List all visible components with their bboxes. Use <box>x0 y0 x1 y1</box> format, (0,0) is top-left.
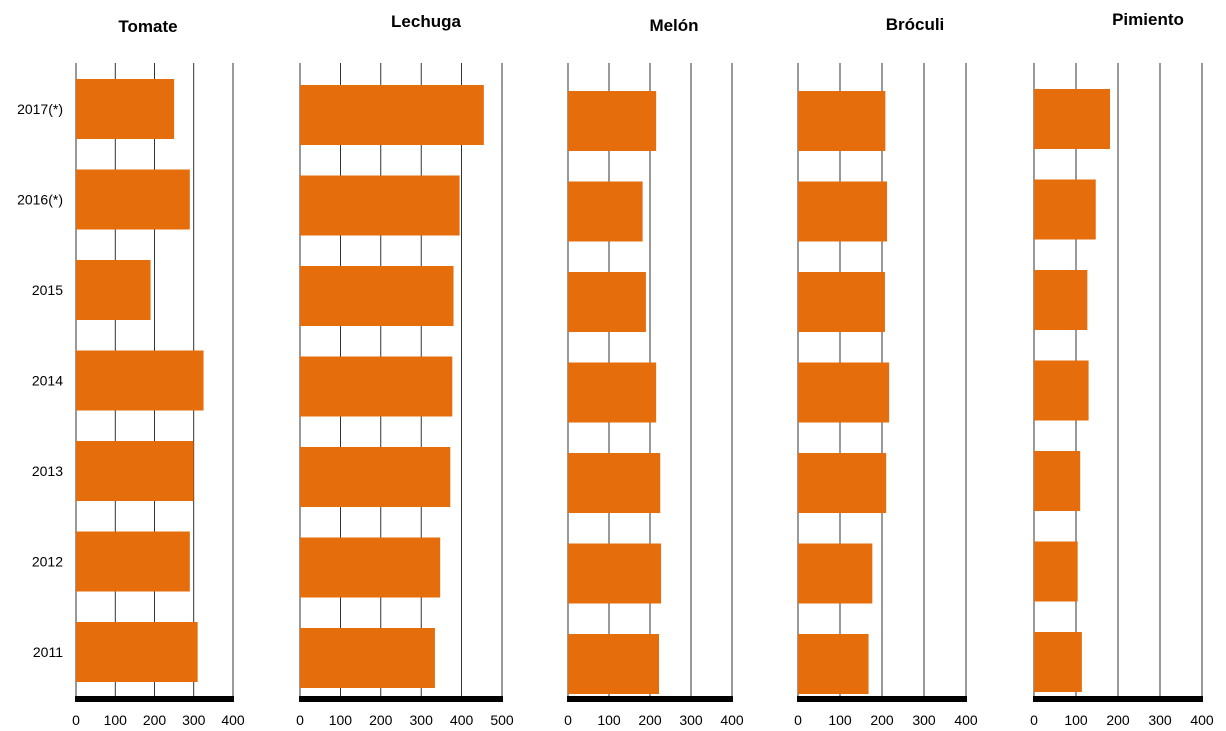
panel-0: Tomate 0 100 200 300 400 2017(*) 2016(*) 2015 201… <box>17 17 245 728</box>
x-tick-label: 300 <box>410 712 434 728</box>
x-tick-label: 300 <box>1148 712 1172 728</box>
bar <box>798 181 888 242</box>
panel-1: Lechuga 0 100 200 300 400 500 <box>296 12 514 728</box>
bar <box>76 622 198 682</box>
bar <box>798 453 887 513</box>
x-axis <box>299 696 503 702</box>
panel-title: Lechuga <box>391 12 461 31</box>
bar <box>1034 632 1082 692</box>
x-tick-label: 200 <box>369 712 393 728</box>
panel-title: Bróculi <box>886 15 945 34</box>
bar <box>300 628 435 688</box>
panel-3: Bróculi 0 100 200 300 400 <box>794 15 978 728</box>
category-label: 2015 <box>32 282 63 298</box>
bar <box>300 85 484 145</box>
x-tick-label: 0 <box>564 712 572 728</box>
bar <box>1034 360 1089 421</box>
x-tick-label: 0 <box>296 712 304 728</box>
x-axis <box>1033 696 1203 702</box>
x-tick-label: 100 <box>1064 712 1088 728</box>
x-tick-label: 400 <box>221 712 245 728</box>
x-tick-label: 100 <box>828 712 852 728</box>
bar <box>76 169 190 230</box>
panel-title: Melón <box>649 16 698 35</box>
bar <box>798 362 890 423</box>
x-tick-label: 0 <box>1030 712 1038 728</box>
panel-title: Tomate <box>118 17 177 36</box>
panel-4: Pimiento 0 100 200 300 400 <box>1030 10 1214 728</box>
x-tick-label: 200 <box>638 712 662 728</box>
bar <box>300 537 441 598</box>
bar <box>1034 541 1078 602</box>
x-tick-label: 200 <box>143 712 167 728</box>
category-label: 2011 <box>33 644 63 660</box>
x-tick-label: 300 <box>679 712 703 728</box>
x-axis <box>75 696 234 702</box>
x-tick-label: 0 <box>72 712 80 728</box>
bar <box>568 453 661 513</box>
bar <box>76 350 204 411</box>
category-label: 2017(*) <box>17 101 63 117</box>
bar <box>798 272 885 332</box>
category-label: 2014 <box>32 373 63 389</box>
x-tick-label: 500 <box>490 712 514 728</box>
bar <box>300 175 460 236</box>
bar <box>568 362 657 423</box>
bar <box>76 260 151 320</box>
bar <box>300 356 453 417</box>
x-axis <box>567 696 733 702</box>
bar <box>1034 179 1096 240</box>
bar <box>568 634 660 694</box>
x-tick-label: 200 <box>1106 712 1130 728</box>
x-tick-label: 100 <box>329 712 353 728</box>
x-tick-label: 400 <box>954 712 978 728</box>
x-tick-label: 0 <box>794 712 802 728</box>
bar <box>300 447 451 507</box>
panel-title: Pimiento <box>1112 10 1184 29</box>
x-tick-label: 200 <box>870 712 894 728</box>
x-tick-label: 300 <box>912 712 936 728</box>
bar <box>300 266 454 326</box>
bar <box>76 79 175 139</box>
bar <box>1034 270 1088 330</box>
x-tick-label: 100 <box>597 712 621 728</box>
panel-2: Melón 0 100 200 300 400 <box>564 16 744 728</box>
bar <box>798 543 873 604</box>
bar <box>568 91 657 151</box>
bar <box>1034 89 1111 149</box>
x-tick-label: 400 <box>450 712 474 728</box>
bar <box>76 531 190 592</box>
category-label: 2016(*) <box>17 192 63 208</box>
bar <box>76 441 194 501</box>
bar <box>568 181 643 242</box>
bar <box>568 272 646 332</box>
x-tick-label: 300 <box>182 712 206 728</box>
bar <box>798 91 886 151</box>
bar <box>1034 451 1081 511</box>
x-tick-label: 400 <box>1190 712 1214 728</box>
category-label: 2012 <box>32 554 63 570</box>
bar <box>798 634 869 694</box>
bar <box>568 543 662 604</box>
x-tick-label: 100 <box>104 712 128 728</box>
x-tick-label: 400 <box>720 712 744 728</box>
x-axis <box>797 696 967 702</box>
category-label: 2013 <box>32 463 63 479</box>
